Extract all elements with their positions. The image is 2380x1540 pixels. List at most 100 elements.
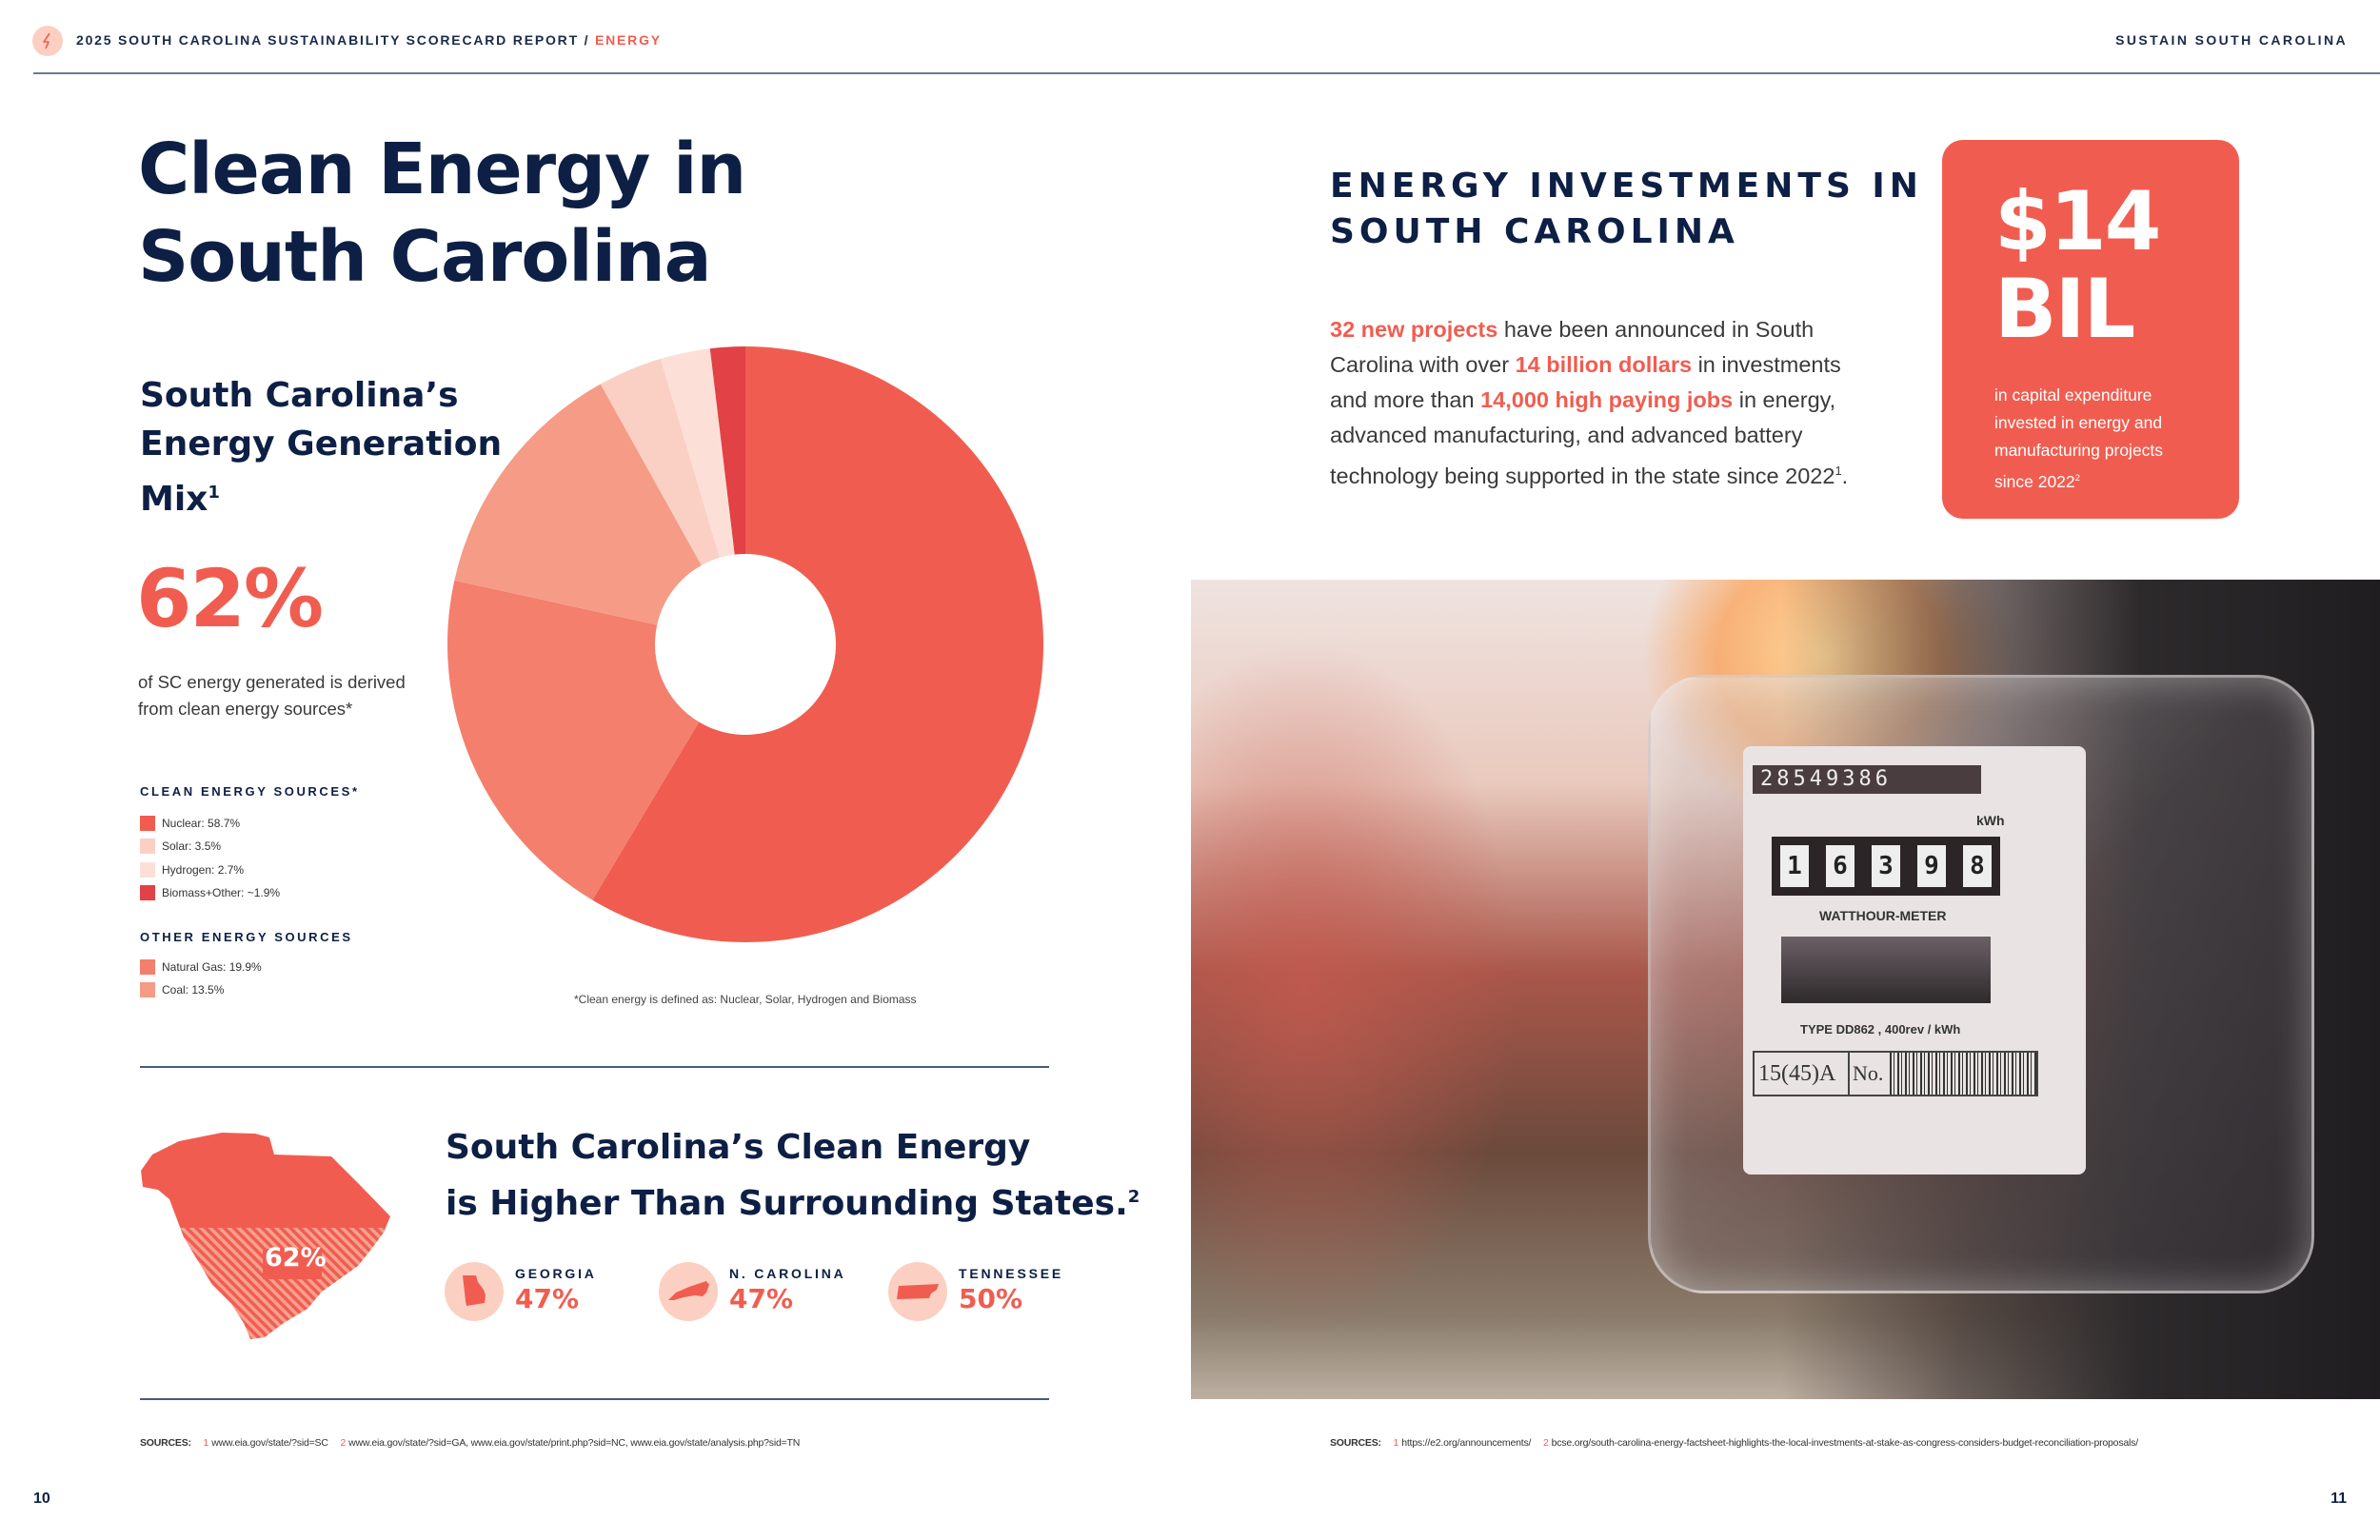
meter-label: WATTHOUR-METER [1819, 908, 1947, 923]
source-link[interactable]: www.eia.gov/state/?sid=SC [211, 1437, 328, 1449]
meter-faceplate: 28549386 kWh 1 6 3 9 8 WATTHOUR-METER TY… [1743, 746, 2086, 1175]
highlight-dollars: 14 billion dollars [1515, 352, 1693, 377]
electric-meter-photo: 28549386 kWh 1 6 3 9 8 WATTHOUR-METER TY… [1191, 580, 2380, 1399]
north-carolina-state-icon [659, 1262, 718, 1321]
state-name: N. CAROLINA [729, 1266, 846, 1281]
legend-label: Natural Gas: 19.9% [162, 960, 262, 974]
meter-no-label: No. [1853, 1061, 1884, 1085]
sources-label: SOURCES: [1330, 1437, 1381, 1449]
meter-serial: 28549386 [1753, 765, 1981, 794]
state-name: TENNESSEE [959, 1266, 1063, 1281]
clean-energy-description: of SC energy generated is derived from c… [138, 672, 406, 719]
state-value: 50% [959, 1283, 1023, 1314]
source-link[interactable]: bcse.org/south-carolina-energy-factsheet… [1551, 1437, 2139, 1449]
energy-mix-title: South Carolina’s Energy Generation Mix1 [140, 371, 502, 523]
sources-label: SOURCES: [140, 1437, 191, 1449]
legend-item-natural-gas: Natural Gas: 19.9% [140, 959, 262, 975]
legend-label: Biomass+Other: ~1.9% [162, 886, 281, 899]
comparison-title-line1: South Carolina’s Clean Energy [446, 1128, 1031, 1167]
brand-name: SUSTAIN SOUTH CAROLINA [2115, 32, 2348, 48]
meter-digit: 1 [1780, 845, 1809, 887]
legend-other-header: OTHER ENERGY SOURCES [140, 930, 353, 944]
legend-swatch [140, 862, 155, 878]
source-link[interactable]: www.eia.gov/state/?sid=GA, www.eia.gov/s… [348, 1437, 801, 1449]
stat-amount-line2: BIL [1994, 262, 2135, 357]
footnote-ref: 2 [1127, 1187, 1140, 1207]
barcode-icon [1890, 1053, 2036, 1095]
stat-description: in capital expenditure invested in energ… [1994, 382, 2204, 496]
energy-mix-title-line3: Mix [140, 480, 208, 519]
left-sources: SOURCES: 1 www.eia.gov/state/?sid=SC 2 www… [140, 1437, 800, 1449]
south-carolina-percent-label: 62% [265, 1243, 327, 1273]
paragraph-text: in energy, advanced manufacturing, and a… [1330, 387, 1836, 488]
footnote-ref: 1 [208, 483, 220, 503]
legend-item-nuclear: Nuclear: 58.7% [140, 816, 240, 831]
report-title-text: 2025 SOUTH CAROLINA SUSTAINABILITY SCORE… [76, 32, 595, 48]
georgia-state-icon [445, 1262, 504, 1321]
section-name: ENERGY [595, 32, 662, 48]
meter-digit: 9 [1917, 845, 1946, 887]
state-comparison-georgia: GEORGIA 47% [445, 1262, 597, 1321]
investments-heading-line1: ENERGY INVESTMENTS IN [1330, 167, 1923, 206]
legend-swatch [140, 959, 155, 975]
section-divider [140, 1398, 1049, 1400]
clean-energy-percent: 62% [136, 552, 324, 645]
meter-barcode-row: 15(45)A No. [1753, 1051, 2038, 1096]
meter-type: TYPE DD862 , 400rev / kWh [1800, 1022, 1961, 1037]
donut-segment-natural-gas [446, 580, 700, 900]
header-divider [33, 72, 2380, 74]
meter-rating: 15(45)A [1755, 1053, 1850, 1095]
legend-label: Hydrogen: 2.7% [162, 863, 245, 877]
investments-paragraph: 32 new projects have been announced in S… [1330, 312, 1882, 494]
report-title: 2025 SOUTH CAROLINA SUSTAINABILITY SCORE… [76, 32, 662, 48]
highlight-projects: 32 new projects [1330, 317, 1498, 342]
page-title-line1: Clean Energy in [138, 128, 746, 210]
source-number: 1 [203, 1437, 209, 1449]
investments-heading-line2: SOUTH CAROLINA [1330, 212, 1739, 251]
clean-energy-footnote: *Clean energy is defined as: Nuclear, So… [574, 993, 917, 1006]
legend-label: Solar: 3.5% [162, 839, 222, 853]
legend-swatch [140, 982, 155, 997]
donut-segment-nuclear [592, 346, 1043, 942]
donut-segment-coal [454, 384, 702, 625]
state-comparison-north-carolina: N. CAROLINA 47% [659, 1262, 846, 1321]
investment-stat-card: $14 BIL in capital expenditure invested … [1942, 140, 2239, 519]
state-value: 47% [515, 1283, 580, 1314]
energy-mix-donut-chart [446, 346, 1043, 942]
donut-segment-biomass-other [709, 346, 745, 555]
paragraph-text: in investments and more than [1330, 352, 1841, 412]
footnote-ref: 1 [1835, 464, 1842, 478]
paragraph-text: have been announced in South Carolina wi… [1330, 317, 1815, 377]
page-title: Clean Energy in South Carolina [138, 126, 746, 301]
donut-segment-hydrogen [660, 348, 735, 558]
lightning-bolt-icon [32, 26, 63, 56]
state-value: 47% [729, 1283, 794, 1314]
stat-description-text: in capital expenditure invested in energ… [1994, 385, 2164, 491]
meter-digit: 6 [1826, 845, 1854, 887]
energy-mix-title-line1: South Carolina’s [140, 376, 459, 415]
meter-digit: 8 [1963, 845, 1992, 887]
south-carolina-map-icon [141, 1133, 390, 1339]
meter-disk-window [1781, 937, 1991, 1003]
legend-label: Coal: 13.5% [162, 983, 225, 997]
stat-amount-line1: $14 [1994, 174, 2162, 269]
source-number: 2 [1542, 1437, 1549, 1449]
page-number-left: 10 [33, 1491, 50, 1507]
legend-item-coal: Coal: 13.5% [140, 982, 224, 997]
stat-amount: $14 BIL [1994, 178, 2239, 353]
investments-heading: ENERGY INVESTMENTS IN SOUTH CAROLINA [1330, 164, 1923, 255]
meter-digit: 3 [1872, 845, 1900, 887]
legend-swatch [140, 885, 155, 900]
page-title-line2: South Carolina [138, 216, 712, 298]
legend-swatch [140, 816, 155, 831]
donut-segment-solar [600, 358, 720, 565]
right-sources: SOURCES: 1 https://e2.org/announcements/ … [1330, 1437, 2138, 1449]
meter-counter: 1 6 3 9 8 [1772, 837, 2000, 896]
source-link[interactable]: https://e2.org/announcements/ [1401, 1437, 1532, 1449]
section-divider [140, 1066, 1049, 1068]
tennessee-state-icon [888, 1262, 947, 1321]
legend-item-solar: Solar: 3.5% [140, 839, 221, 854]
paragraph-text: . [1841, 463, 1849, 488]
legend-item-hydrogen: Hydrogen: 2.7% [140, 862, 244, 878]
legend-label: Nuclear: 58.7% [162, 817, 241, 830]
